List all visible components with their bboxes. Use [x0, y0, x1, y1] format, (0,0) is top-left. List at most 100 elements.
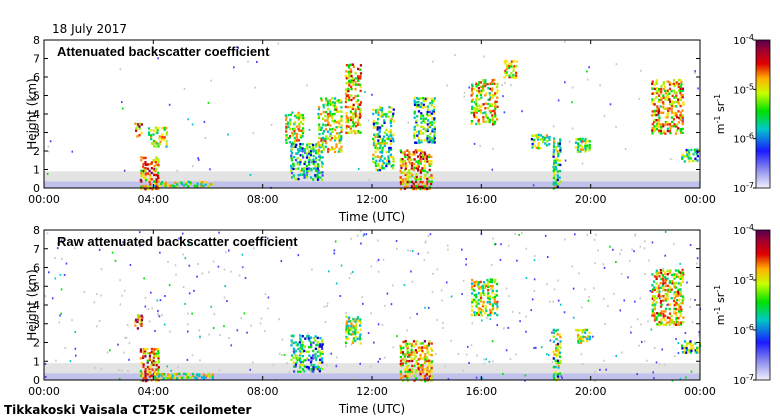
- backscatter-cell: [481, 87, 485, 90]
- noise-cell: [350, 343, 353, 346]
- backscatter-cell: [381, 146, 384, 150]
- backscatter-cell: [471, 298, 474, 301]
- backscatter-cell: [308, 354, 311, 357]
- backscatter-cell: [372, 157, 375, 160]
- backscatter-cell: [358, 123, 361, 126]
- noise-cell: [69, 360, 72, 363]
- backscatter-cell: [673, 105, 676, 108]
- backscatter-cell: [306, 171, 309, 174]
- backscatter-cell: [410, 344, 414, 348]
- backscatter-cell: [154, 169, 157, 173]
- backscatter-cell: [163, 136, 166, 139]
- backscatter-cell: [484, 80, 487, 84]
- backscatter-cell: [556, 375, 560, 378]
- backscatter-cell: [388, 149, 391, 152]
- backscatter-cell: [653, 87, 656, 91]
- backscatter-cell: [171, 376, 174, 379]
- backscatter-cell: [664, 120, 667, 124]
- backscatter-cell: [376, 122, 379, 125]
- backscatter-cell: [144, 156, 147, 160]
- backscatter-cell: [485, 115, 488, 119]
- backscatter-cell: [300, 129, 303, 132]
- backscatter-cell: [581, 145, 584, 149]
- backscatter-cell: [211, 375, 214, 378]
- backscatter-cell: [134, 324, 137, 327]
- backscatter-cell: [552, 375, 555, 378]
- backscatter-cell: [351, 77, 355, 80]
- backscatter-cell: [417, 185, 420, 189]
- backscatter-cell: [359, 328, 362, 331]
- backscatter-cell: [477, 119, 480, 123]
- noise-cell: [186, 330, 189, 333]
- noise-cell: [651, 241, 654, 244]
- backscatter-cell: [379, 155, 382, 159]
- noise-cell: [154, 330, 156, 333]
- backscatter-cell: [673, 304, 676, 307]
- noise-cell: [494, 243, 497, 246]
- backscatter-cell: [504, 69, 507, 73]
- backscatter-cell: [376, 108, 379, 111]
- backscatter-cell: [373, 144, 376, 147]
- noise-cell: [524, 374, 527, 377]
- noise-cell: [653, 346, 656, 349]
- backscatter-cell: [349, 116, 353, 119]
- backscatter-cell: [291, 127, 295, 131]
- backscatter-cell: [302, 156, 305, 159]
- noise-cell: [564, 159, 567, 162]
- backscatter-cell: [295, 135, 298, 138]
- backscatter-cell: [428, 374, 431, 378]
- backscatter-cell: [150, 374, 153, 377]
- backscatter-cell: [337, 99, 340, 102]
- backscatter-cell: [351, 107, 354, 110]
- backscatter-cell: [677, 82, 680, 86]
- backscatter-cell: [535, 134, 538, 137]
- backscatter-cell: [417, 358, 420, 361]
- noise-cell: [454, 53, 456, 56]
- backscatter-cell: [356, 337, 359, 341]
- backscatter-cell: [675, 94, 678, 97]
- backscatter-cell: [421, 346, 424, 349]
- backscatter-cell: [477, 309, 480, 313]
- backscatter-cell: [653, 280, 656, 283]
- backscatter-cell: [556, 328, 559, 332]
- noise-cell: [240, 317, 243, 320]
- backscatter-cell: [135, 129, 138, 132]
- x-tick-label: 12:00: [356, 385, 388, 398]
- backscatter-cell: [310, 356, 313, 359]
- backscatter-cell: [301, 368, 305, 371]
- backscatter-cell: [415, 96, 419, 100]
- backscatter-cell: [158, 137, 161, 141]
- backscatter-cell: [677, 292, 680, 295]
- backscatter-cell: [555, 355, 558, 358]
- noise-cell: [129, 263, 132, 266]
- backscatter-cell: [352, 105, 355, 109]
- backscatter-cell: [675, 317, 678, 320]
- backscatter-cell: [490, 104, 494, 108]
- colorbar-tick-label: 10-7: [733, 181, 754, 196]
- backscatter-cell: [662, 82, 665, 86]
- backscatter-cell: [494, 302, 497, 305]
- backscatter-cell: [338, 141, 341, 144]
- backscatter-cell: [309, 167, 313, 171]
- backscatter-cell: [140, 374, 143, 378]
- backscatter-cell: [430, 349, 434, 352]
- backscatter-cell: [295, 143, 298, 147]
- noise-cell: [533, 259, 536, 262]
- backscatter-cell: [356, 123, 360, 126]
- backscatter-cell: [291, 131, 294, 135]
- backscatter-cell: [419, 370, 422, 374]
- backscatter-cell: [372, 133, 376, 137]
- backscatter-cell: [144, 377, 148, 380]
- backscatter-cell: [383, 139, 386, 142]
- backscatter-cell: [541, 140, 545, 144]
- backscatter-cell: [308, 163, 311, 166]
- backscatter-cell: [142, 167, 146, 170]
- backscatter-cell: [389, 139, 393, 143]
- backscatter-cell: [358, 83, 361, 87]
- backscatter-cell: [428, 164, 431, 167]
- backscatter-cell: [698, 349, 701, 352]
- backscatter-cell: [354, 331, 357, 334]
- noise-cell: [201, 272, 204, 275]
- noise-cell: [548, 183, 551, 186]
- colorbar-tick-label: 10-5: [733, 82, 754, 97]
